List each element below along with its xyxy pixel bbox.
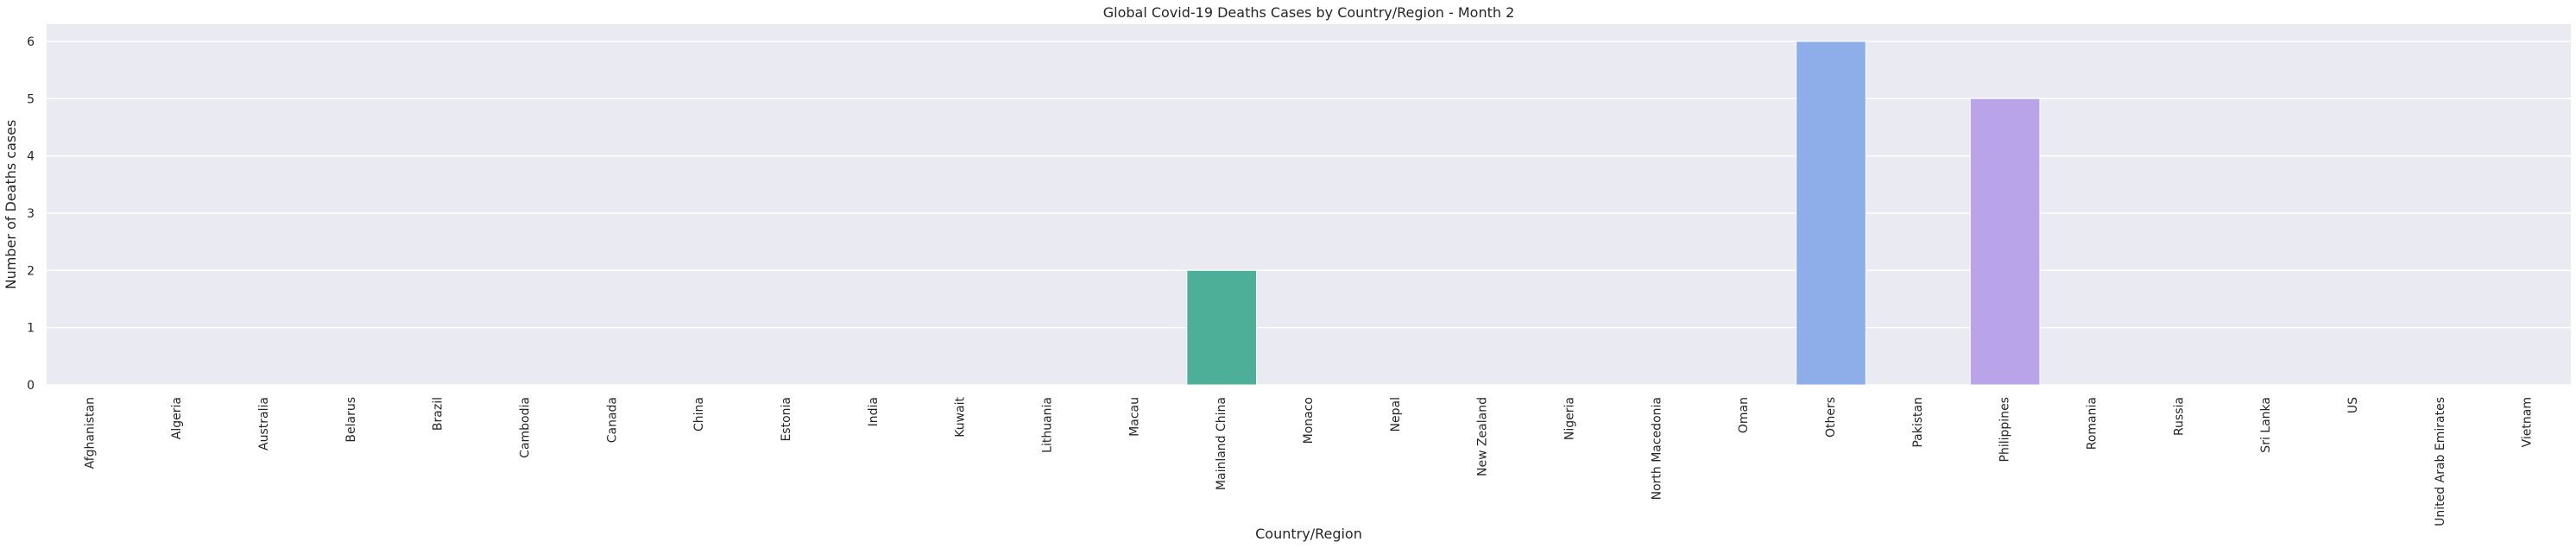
x-tick-label: Macau <box>1127 397 1141 437</box>
x-tick-label: Mainland China <box>1215 397 1228 490</box>
y-axis-label: Number of Deaths cases <box>3 120 19 290</box>
plot-area <box>47 24 2571 385</box>
x-tick-label: Russia <box>2172 397 2186 436</box>
x-tick-label: Estonia <box>780 397 793 442</box>
x-tick-label: India <box>867 397 881 426</box>
x-tick-label: Algeria <box>170 397 184 439</box>
y-tick-label: 2 <box>27 264 35 278</box>
x-tick-label: Cambodia <box>519 397 533 458</box>
bar <box>1969 98 2041 386</box>
y-tick-label: 5 <box>27 92 35 106</box>
x-tick-label: Belarus <box>344 397 358 443</box>
x-tick-label: Lithuania <box>1041 397 1055 453</box>
y-tick-label: 6 <box>27 35 35 49</box>
bar <box>1796 41 1866 386</box>
x-tick-label: Canada <box>605 397 619 443</box>
chart-title: Global Covid-19 Deaths Cases by Country/… <box>1103 4 1515 21</box>
x-tick-label: China <box>692 397 706 431</box>
x-tick-label: Brazil <box>432 397 445 431</box>
bar <box>1186 269 1258 386</box>
x-tick-label: Philippines <box>1998 397 2012 462</box>
x-tick-label: Others <box>1824 397 1838 438</box>
x-tick-label: New Zealand <box>1476 397 1490 476</box>
y-gridlines <box>47 41 2571 386</box>
x-tick-label: Nigeria <box>1563 397 1576 440</box>
y-tick-label: 1 <box>27 322 35 336</box>
x-tick-label: Kuwait <box>954 396 968 437</box>
x-tick-label: North Macedonia <box>1650 397 1664 500</box>
x-tick-label: Sri Lanka <box>2259 397 2273 453</box>
x-tick-labels: Afghanistan Algeria Australia Belarus Brazil… <box>83 396 2534 526</box>
y-tick-labels: 0 1 2 3 4 5 6 <box>27 35 35 393</box>
x-tick-label: US <box>2346 397 2360 413</box>
x-tick-label: United Arab Emirates <box>2434 397 2447 526</box>
x-tick-label: Monaco <box>1302 397 1316 444</box>
x-tick-label: Nepal <box>1389 397 1403 431</box>
y-tick-label: 3 <box>27 207 35 221</box>
x-tick-label: Pakistan <box>1911 397 1925 448</box>
y-tick-label: 4 <box>27 150 35 164</box>
bars <box>1186 41 2041 386</box>
x-tick-label: Australia <box>257 397 271 450</box>
y-tick-label: 0 <box>27 379 35 393</box>
x-tick-label: Afghanistan <box>83 397 97 469</box>
x-axis-label: Country/Region <box>1255 526 1362 542</box>
x-tick-label: Vietnam <box>2521 397 2535 447</box>
x-tick-label: Romania <box>2085 397 2099 450</box>
x-tick-label: Oman <box>1737 397 1751 433</box>
